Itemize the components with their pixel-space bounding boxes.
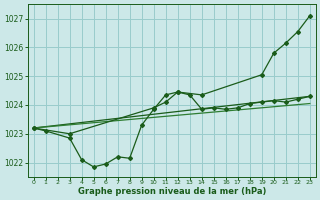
X-axis label: Graphe pression niveau de la mer (hPa): Graphe pression niveau de la mer (hPa) xyxy=(77,187,266,196)
